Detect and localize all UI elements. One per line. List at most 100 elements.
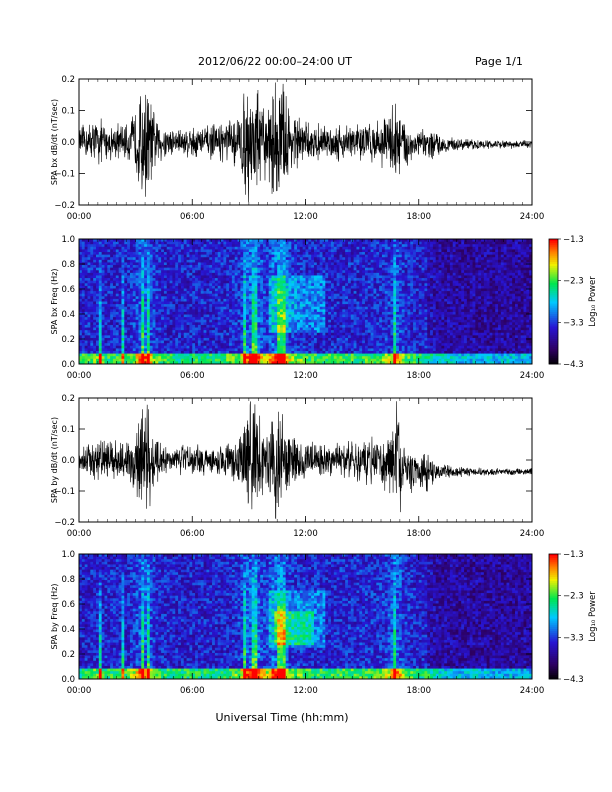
spectrogram-cell [302, 317, 306, 321]
spectrogram-cell [112, 322, 117, 326]
spectrogram-cell [347, 254, 352, 258]
spectrogram-cell [364, 257, 369, 261]
spectrogram-cell [214, 239, 219, 242]
spectrogram-cell [214, 285, 219, 289]
spectrogram-cell [217, 257, 221, 261]
x-tick-label: 24:00 [520, 212, 545, 222]
spectrogram-cell [257, 330, 261, 334]
spectrogram-cell [319, 283, 323, 287]
spectrogram-cell [297, 322, 301, 326]
spectrogram-cell [251, 340, 255, 344]
spectrogram-cell [336, 262, 340, 266]
spectrogram-cell [144, 246, 148, 250]
spectrogram-cell [350, 288, 355, 292]
spectrogram-cell [132, 335, 137, 339]
spectrogram-cell [161, 288, 165, 292]
spectrogram-cell [158, 272, 162, 276]
spectrogram-cell [353, 246, 357, 250]
spectrogram-cell [118, 335, 122, 339]
spectrogram-cell [200, 254, 204, 258]
spectrogram-cell [268, 314, 272, 318]
spectrogram-cell [101, 319, 105, 323]
spectrogram-cell [144, 270, 148, 274]
spectrogram-cell [251, 254, 255, 258]
spectrogram-cell [127, 317, 131, 321]
spectrogram-cell [206, 291, 210, 295]
spectrogram-cell [308, 280, 312, 284]
spectrogram-cell [353, 324, 357, 328]
spectrogram-cell [268, 249, 272, 253]
spectrogram-cell [285, 288, 289, 292]
spectrogram-cell [308, 296, 312, 300]
spectrogram-cell [234, 314, 238, 318]
spectrogram-cell [277, 343, 281, 347]
spectrogram-cell [302, 239, 306, 242]
spectrogram-cell [302, 267, 306, 271]
spectrogram-cell [95, 296, 100, 300]
spectrogram-cell [178, 301, 182, 305]
spectrogram-cell [288, 291, 292, 295]
spectrogram-cell [155, 262, 159, 266]
spectrogram-cell [328, 330, 332, 334]
spectrogram-cell [313, 337, 318, 341]
spectrogram-cell [299, 239, 304, 242]
spectrogram-cell [229, 317, 233, 321]
spectrogram-cell [305, 283, 309, 287]
spectrogram-cell [234, 288, 238, 292]
spectrogram-cell [155, 317, 159, 321]
spectrogram-cell [308, 348, 312, 352]
spectrogram-cell [107, 311, 111, 315]
spectrogram-cell [121, 288, 125, 292]
spectrogram-cell [240, 291, 244, 295]
spectrogram-cell [146, 332, 151, 336]
spectrogram-cell [129, 288, 134, 292]
spectrogram-cell [336, 358, 340, 362]
spectrogram-cell [299, 301, 304, 305]
spectrogram-cell [302, 270, 306, 274]
spectrogram-cell [161, 267, 165, 271]
spectrogram-cell [220, 353, 224, 357]
spectrogram-cell [209, 322, 213, 326]
spectrogram-cell [240, 244, 244, 248]
spectrogram-cell [195, 358, 199, 362]
spectrogram-cell [246, 353, 250, 357]
spectrogram-cell [220, 265, 224, 269]
spectrogram-cell [280, 278, 284, 282]
spectrogram-cell [299, 278, 304, 282]
spectrogram-cell [353, 244, 357, 248]
spectrogram-cell [163, 254, 168, 258]
spectrogram-cell [192, 257, 196, 261]
spectrogram-cell [243, 314, 247, 318]
spectrogram-cell [203, 262, 207, 266]
spectrogram-cell [277, 361, 281, 365]
spectrogram-cell [138, 249, 142, 253]
spectrogram-cell [115, 337, 120, 341]
spectrogram-cell [192, 272, 196, 276]
spectrogram-cell [299, 244, 304, 248]
spectrogram-cell [234, 241, 238, 245]
spectrogram-cell [212, 252, 216, 256]
spectrogram-cell [362, 345, 366, 349]
spectrogram-cell [195, 241, 199, 245]
spectrogram-cell [169, 304, 173, 308]
spectrogram-cell [186, 356, 190, 360]
spectrogram-cell [364, 262, 369, 266]
spectrogram-cell [209, 356, 213, 360]
spectrogram-cell [322, 252, 326, 256]
spectrogram-cell [141, 345, 145, 349]
spectrogram-cell [325, 296, 329, 300]
spectrogram-cell [121, 244, 125, 248]
spectrogram-cell [127, 254, 131, 258]
spectrogram-cell [248, 298, 253, 302]
spectrogram-cell [93, 330, 97, 334]
spectrogram-cell [311, 288, 315, 292]
spectrogram-cell [356, 267, 360, 271]
spectrogram-cell [356, 345, 360, 349]
spectrogram-cell [195, 267, 199, 271]
spectrogram-cell [214, 267, 219, 271]
spectrogram-cell [251, 283, 255, 287]
spectrogram-cell [220, 291, 224, 295]
spectrogram-cell [294, 241, 298, 245]
spectrogram-cell [214, 324, 219, 328]
spectrogram-cell [95, 252, 100, 256]
